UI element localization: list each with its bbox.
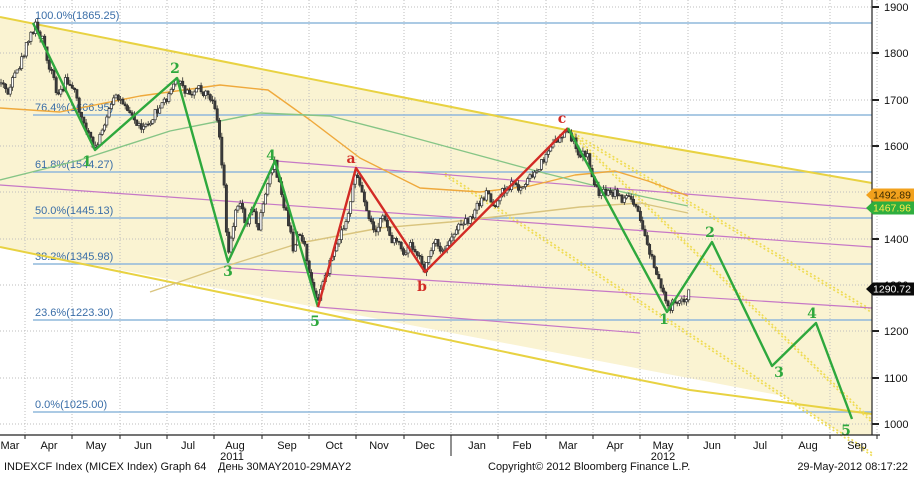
month-label: Aug [798, 440, 818, 452]
elliott-impulse: 1 2 3 4 5 [31, 22, 320, 330]
wave-label-4: 4 [266, 148, 276, 164]
x-axis: Mar Apr May Jun Jul Aug Sep Oct Nov Dec Jan Feb Mar A… [0, 434, 880, 463]
price-tag-green-ma-value [866, 201, 914, 215]
month-label: Sep [847, 440, 867, 452]
month-label: Jun [134, 440, 152, 452]
fib-label: 0.0%(1025.00) [35, 399, 107, 411]
wave-label-5: 5 [310, 314, 320, 330]
month-label: Nov [369, 440, 389, 452]
svg-text:1467.96: 1467.96 [873, 203, 911, 215]
wave-label-1: 1 [659, 312, 669, 328]
month-label: Jul [753, 440, 767, 452]
fib-label: 50.0%(1445.13) [35, 205, 113, 217]
wave-label-c: c [558, 111, 567, 127]
instrument-title: INDEXCF Index (MICEX Index) Graph 64 [4, 461, 207, 473]
y-tick-label: 1400 [884, 234, 908, 246]
copyright-notice: Copyright© 2012 Bloomberg Finance L.P. [488, 461, 691, 473]
month-label: Aug [225, 440, 245, 452]
month-label: May [653, 440, 674, 452]
y-tick-label: 1900 [884, 2, 908, 14]
year-label: 2011 [220, 451, 244, 463]
fib-label: 100.0%(1865.25) [35, 10, 119, 22]
month-label: Jan [468, 440, 486, 452]
year-label: 2012 [651, 451, 675, 463]
month-label: Mar [1, 440, 20, 452]
month-label: Dec [415, 440, 435, 452]
magenta-trendlines [0, 160, 873, 334]
svg-text:1290.72: 1290.72 [873, 284, 911, 296]
elliott-projection: 1 2 3 4 5 [566, 127, 854, 439]
wave-label-5: 5 [841, 423, 851, 439]
price-tag-orange-ma-value [866, 188, 914, 202]
wave-label-1: 1 [82, 154, 92, 170]
y-tick-label: 1600 [884, 141, 908, 153]
ma-tan [149, 202, 689, 293]
wave-label-b: b [417, 279, 427, 295]
month-label: Sep [277, 440, 297, 452]
wave-label-3: 3 [774, 365, 784, 381]
y-tick-label: 1200 [884, 326, 908, 338]
period-range: День 30MAY2010-29MAY2 [218, 461, 352, 473]
wave-label-2: 2 [705, 225, 715, 241]
month-label: Apr [40, 440, 57, 452]
fib-label: 38.2%(1345.98) [35, 251, 113, 263]
price-tag-last-price [866, 282, 914, 296]
wave-label-3: 3 [223, 264, 233, 280]
wave-label-4: 4 [807, 306, 817, 322]
y-tick-label: 1000 [884, 419, 908, 431]
timestamp: 29-May-2012 08:17:22 [797, 461, 908, 473]
month-label: Jul [181, 440, 195, 452]
svg-text:1492.89: 1492.89 [873, 190, 911, 202]
month-label: Jun [703, 440, 721, 452]
ma-orange [0, 84, 689, 197]
month-label: May [86, 440, 107, 452]
fib-label: 23.6%(1223.30) [35, 307, 113, 319]
month-label: Feb [513, 440, 532, 452]
dotted-projection-rays [444, 130, 873, 457]
grid [0, 0, 878, 435]
month-label: Oct [325, 440, 342, 452]
month-label: Apr [606, 440, 623, 452]
wave-label-a: a [346, 151, 355, 167]
y-tick-label: 1700 [884, 95, 908, 107]
y-tick-label: 1800 [884, 48, 908, 60]
elliott-correction: a b c [316, 111, 569, 308]
wave-label-2: 2 [170, 61, 180, 77]
y-tick-label: 1100 [884, 373, 908, 385]
fib-label: 61.8%(1544.27) [35, 159, 113, 171]
month-label: Mar [559, 440, 578, 452]
